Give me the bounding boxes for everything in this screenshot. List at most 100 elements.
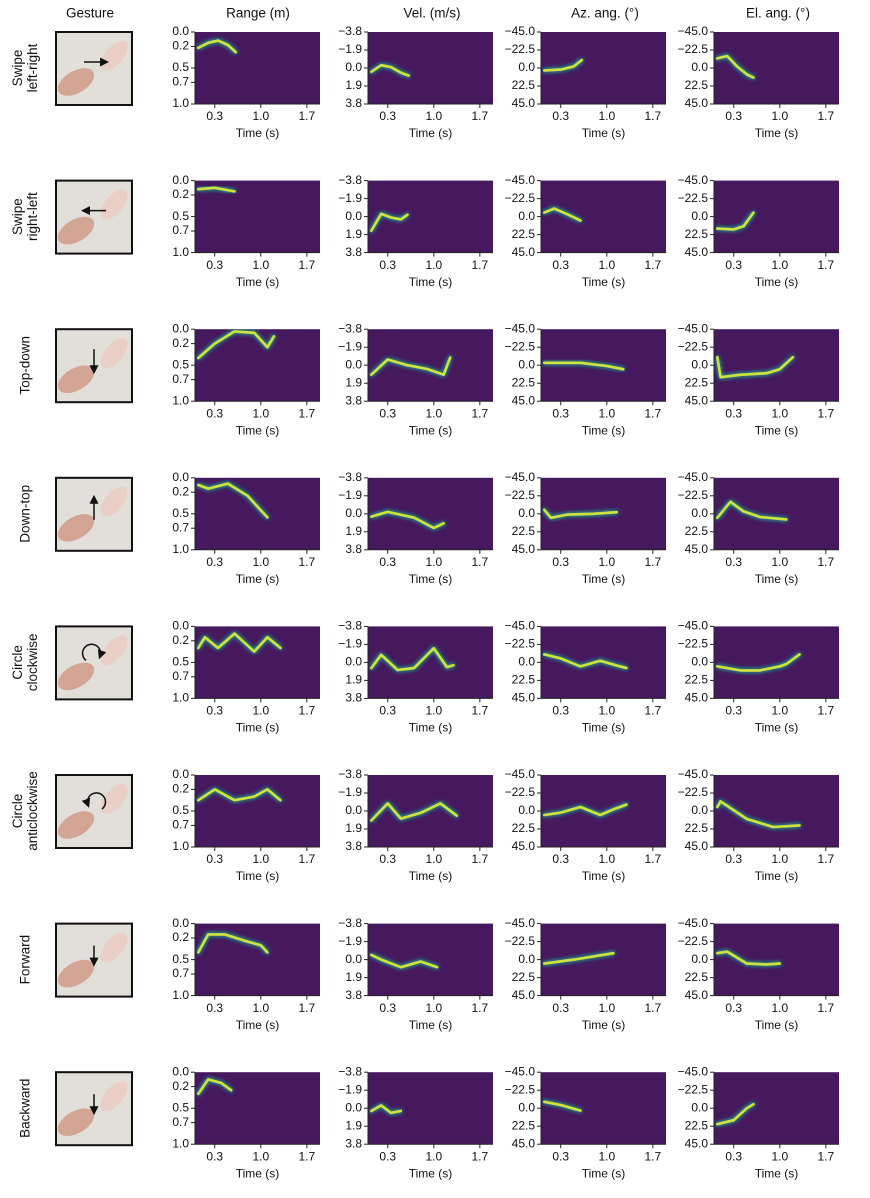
y-tick-label: 0.0 [691,803,708,817]
y-tick-label: 1.9 [345,970,362,984]
y-tick-label: 3.8 [345,542,362,556]
y-tick-label: 1.9 [345,1118,362,1132]
y-tick-label: −1.9 [338,934,362,948]
y-tick-label: −22.5 [505,488,536,502]
x-tick-label: 1.0 [598,1001,615,1015]
gesture-label: Swipe [10,50,25,87]
x-tick-label: 0.3 [206,555,223,569]
gesture-photo [53,775,132,848]
gesture-label: right-left [25,192,40,241]
y-tick-label: 0.0 [172,321,189,335]
gesture-label: Circle [10,645,25,680]
y-tick-label: 0.0 [518,803,535,817]
heatmap-bg [714,1072,839,1144]
y-tick-label: 22.5 [685,673,709,687]
gesture-photo [53,32,132,105]
x-tick-label: 1.0 [598,704,615,718]
x-tick-label: 1.7 [817,852,834,866]
x-tick-label: 0.3 [379,109,396,123]
x-axis-label: Time (s) [236,126,280,140]
y-tick-label: 3.8 [345,393,362,407]
gesture-photo [53,329,132,402]
y-tick-label: 0.0 [691,952,708,966]
x-tick-label: 0.3 [552,704,569,718]
gesture-photo [53,626,132,699]
x-axis-label: Time (s) [236,721,280,735]
x-tick-label: 1.7 [471,852,488,866]
x-tick-label: 0.3 [379,1001,396,1015]
y-tick-label: 0.2 [172,1079,189,1093]
y-tick-label: 0.5 [172,952,189,966]
y-tick-label: 0.0 [518,1100,535,1114]
y-tick-label: 0.0 [172,470,189,484]
y-tick-label: −45.0 [505,1064,536,1078]
y-tick-label: −1.9 [338,339,362,353]
x-axis-label: Time (s) [409,423,453,437]
x-tick-label: 0.3 [552,1149,569,1163]
y-tick-label: 1.9 [345,78,362,92]
y-tick-label: 0.0 [345,209,362,223]
y-tick-label: −22.5 [678,1082,709,1096]
y-tick-label: −22.5 [678,785,709,799]
y-tick-label: 0.2 [172,484,189,498]
y-tick-label: 45.0 [685,393,709,407]
x-tick-label: 1.7 [644,555,661,569]
y-tick-label: 1.0 [172,1136,189,1150]
y-tick-label: 45.0 [512,96,536,110]
x-tick-label: 1.0 [252,258,269,272]
y-tick-label: −3.8 [338,321,362,335]
x-axis-label: Time (s) [409,126,453,140]
x-axis-label: Time (s) [236,1018,280,1032]
y-tick-label: −1.9 [338,488,362,502]
x-tick-label: 0.3 [206,406,223,420]
x-tick-label: 1.7 [644,1001,661,1015]
y-tick-label: −3.8 [338,173,362,187]
x-tick-label: 1.0 [771,406,788,420]
y-tick-label: 0.7 [172,372,189,386]
heatmap-bg [541,924,666,996]
gesture-label: Circle [10,794,25,829]
x-tick-label: 1.0 [771,1149,788,1163]
y-tick-label: 22.5 [512,524,536,538]
gesture-photo [53,181,132,254]
y-tick-label: 0.0 [518,952,535,966]
x-tick-label: 1.7 [471,1149,488,1163]
heatmap-bg [368,478,493,550]
y-tick-label: 45.0 [685,988,709,1002]
x-tick-label: 1.0 [425,1149,442,1163]
y-tick-label: 22.5 [512,78,536,92]
y-tick-label: −3.8 [338,767,362,781]
x-axis-label: Time (s) [582,275,626,289]
y-tick-label: 1.0 [172,988,189,1002]
x-tick-label: 1.0 [425,109,442,123]
x-tick-label: 1.0 [771,258,788,272]
y-tick-label: 45.0 [512,988,536,1002]
heatmap-bg [195,329,320,401]
y-tick-label: 0.2 [172,336,189,350]
y-tick-label: −3.8 [338,619,362,633]
heatmap-bg [714,626,839,698]
x-tick-label: 0.3 [206,852,223,866]
y-tick-label: 22.5 [512,375,536,389]
y-tick-label: 0.0 [172,1064,189,1078]
x-tick-label: 1.7 [471,258,488,272]
y-tick-label: 0.0 [172,173,189,187]
x-tick-label: 1.0 [425,852,442,866]
heatmap-bg [714,329,839,401]
y-tick-label: 0.7 [172,966,189,980]
x-tick-label: 1.7 [298,1001,315,1015]
gesture-label: Top-down [18,336,33,395]
x-tick-label: 1.0 [598,258,615,272]
gesture-photo [53,924,132,997]
heatmap-bg [195,181,320,253]
x-tick-label: 0.3 [725,109,742,123]
x-tick-label: 1.7 [644,1149,661,1163]
y-tick-label: −3.8 [338,1064,362,1078]
y-tick-label: 45.0 [512,542,536,556]
y-tick-label: −22.5 [505,934,536,948]
x-tick-label: 1.7 [298,704,315,718]
y-tick-label: 0.7 [172,818,189,832]
column-header: Az. ang. (°) [571,6,639,21]
y-tick-label: −45.0 [678,1064,709,1078]
x-tick-label: 1.0 [598,109,615,123]
